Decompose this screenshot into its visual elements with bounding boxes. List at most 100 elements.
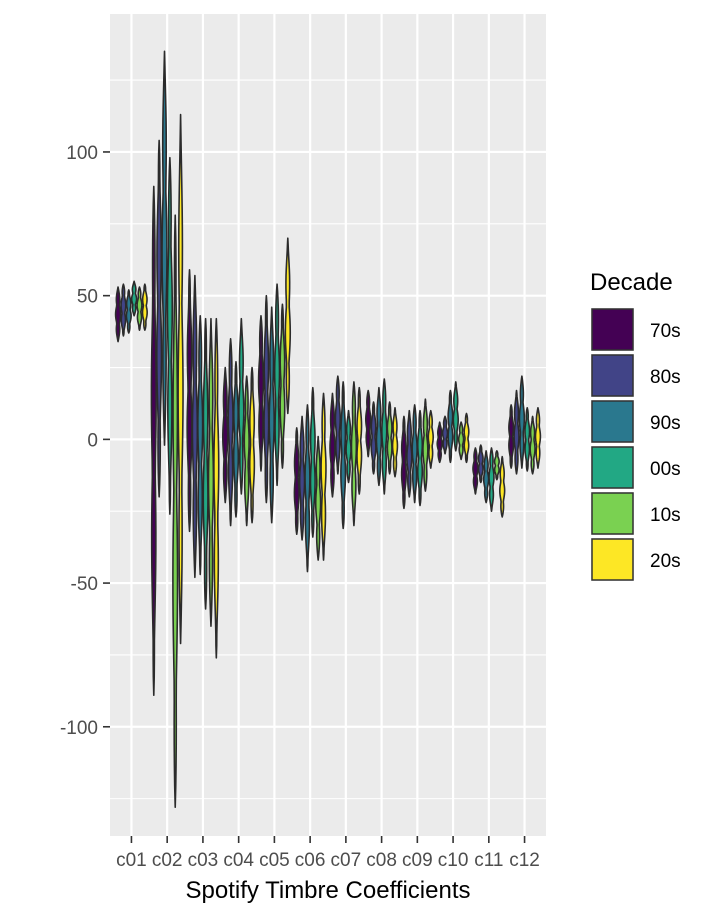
violin-20s-c01 — [141, 283, 148, 331]
violin-90s-c03 — [197, 314, 204, 576]
violin-00s-c05 — [273, 283, 281, 487]
violin-00s-c02 — [166, 156, 174, 515]
violin-10s-c03 — [207, 317, 215, 627]
violin-20s-c09 — [427, 409, 434, 469]
violin-20s-c07 — [356, 386, 363, 495]
x-tick-label: c10 — [438, 850, 469, 871]
violin-10s-c06 — [314, 435, 322, 561]
y-tick-label: 100 — [66, 143, 98, 164]
legend-label: 90s — [650, 413, 681, 434]
violin-90s-c01 — [125, 289, 132, 334]
violin-00s-c09 — [416, 409, 424, 507]
violin-00s-c04 — [238, 317, 245, 495]
violin-70s-c04 — [222, 366, 229, 504]
violin-70s-c02 — [150, 185, 157, 696]
violin-20s-c03 — [213, 317, 220, 659]
violin-90s-c09 — [411, 404, 418, 504]
violin-00s-c01 — [130, 280, 138, 317]
x-tick-label: c09 — [402, 850, 433, 871]
violin-80s-c11 — [477, 444, 484, 484]
x-tick-label: c05 — [259, 850, 290, 871]
violin-10s-c12 — [529, 415, 536, 475]
legend-title: Decade — [590, 269, 673, 296]
legend: Decade 70s 80s 90s 00s 10s 20s — [590, 269, 681, 581]
y-tick-label: 0 — [87, 430, 98, 451]
violin-10s-c11 — [493, 450, 500, 481]
x-tick-label: c03 — [188, 850, 219, 871]
y-tick-label: 50 — [77, 287, 98, 308]
violin-80s-c09 — [406, 409, 413, 498]
violin-70s-c10 — [436, 421, 443, 464]
violin-70s-c07 — [329, 392, 336, 498]
violin-20s-c02 — [177, 113, 184, 645]
violin-10s-c04 — [243, 375, 250, 527]
violin-00s-c06 — [309, 386, 316, 538]
x-tick-label: c04 — [223, 850, 254, 871]
legend-swatch-90s — [591, 400, 634, 443]
violin-90s-c10 — [447, 389, 454, 464]
violin-70s-c06 — [293, 427, 300, 536]
violin-10s-c07 — [350, 381, 358, 527]
violin-80s-c04 — [227, 337, 234, 527]
legend-swatch-70s — [591, 308, 634, 351]
violin-90s-c02 — [161, 50, 168, 446]
legend-label: 70s — [650, 321, 681, 342]
violin-20s-c05 — [284, 237, 292, 415]
legend-swatch-20s — [591, 538, 634, 581]
violin-80s-c01 — [120, 283, 127, 337]
legend-swatch-10s — [591, 492, 634, 535]
legend-label: 10s — [650, 505, 681, 526]
violin-90s-c04 — [232, 360, 240, 518]
violin-20s-c12 — [534, 406, 542, 469]
legend-swatch-00s — [591, 446, 634, 489]
violin-20s-c08 — [391, 406, 399, 478]
y-tick-label: -100 — [60, 718, 98, 739]
y-tick-label: -50 — [71, 574, 98, 595]
legend-swatch-80s — [591, 354, 634, 397]
violins — [114, 50, 542, 809]
violin-90s-c07 — [340, 381, 347, 530]
violin-20s-c04 — [248, 366, 256, 524]
violin-70s-c11 — [472, 447, 479, 495]
violin-00s-c10 — [452, 381, 459, 452]
violin-80s-c03 — [191, 274, 199, 579]
violin-70s-c03 — [186, 269, 193, 533]
x-tick-label: c07 — [331, 850, 362, 871]
violin-20s-c06 — [320, 392, 327, 561]
x-axis-title: Spotify Timbre Coefficients — [185, 877, 470, 904]
violin-10s-c01 — [136, 286, 143, 331]
violin-80s-c12 — [513, 389, 520, 475]
legend-label: 80s — [650, 367, 681, 388]
violin-00s-c07 — [345, 409, 352, 484]
violin-90s-c06 — [304, 404, 311, 573]
violin-20s-c11 — [499, 455, 506, 518]
violin-70s-c12 — [508, 404, 515, 469]
violin-70s-c09 — [400, 415, 408, 510]
violin-80s-c06 — [298, 415, 306, 541]
violin-70s-c05 — [257, 314, 265, 472]
violin-90s-c11 — [482, 450, 490, 504]
violin-80s-c10 — [441, 415, 449, 455]
x-tick-label: c02 — [152, 850, 183, 871]
x-tick-label: c06 — [295, 850, 326, 871]
violin-90s-c12 — [518, 375, 526, 469]
legend-label: 20s — [650, 551, 681, 572]
violin-00s-c08 — [381, 378, 388, 495]
x-tick-label: c01 — [116, 850, 147, 871]
violin-00s-c03 — [202, 317, 209, 610]
x-tick-label: c08 — [366, 850, 397, 871]
violin-80s-c08 — [370, 401, 377, 475]
violin-10s-c05 — [279, 303, 286, 469]
violin-00s-c11 — [488, 447, 495, 513]
violin-10s-c09 — [422, 398, 429, 492]
violin-70s-c01 — [114, 286, 122, 343]
violin-80s-c02 — [155, 139, 163, 498]
violin-10s-c10 — [457, 421, 465, 461]
x-tick-label: c12 — [509, 850, 540, 871]
violin-10s-c02 — [172, 214, 179, 809]
violin-70s-c08 — [364, 389, 372, 458]
violin-90s-c05 — [268, 306, 275, 524]
legend-label: 00s — [650, 459, 681, 480]
violin-80s-c07 — [334, 375, 342, 475]
